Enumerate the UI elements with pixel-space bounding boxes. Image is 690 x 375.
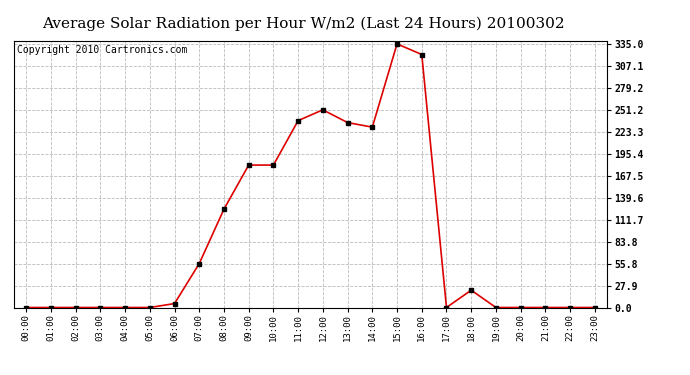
Text: Copyright 2010 Cartronics.com: Copyright 2010 Cartronics.com bbox=[17, 45, 187, 55]
Text: Average Solar Radiation per Hour W/m2 (Last 24 Hours) 20100302: Average Solar Radiation per Hour W/m2 (L… bbox=[42, 17, 565, 31]
